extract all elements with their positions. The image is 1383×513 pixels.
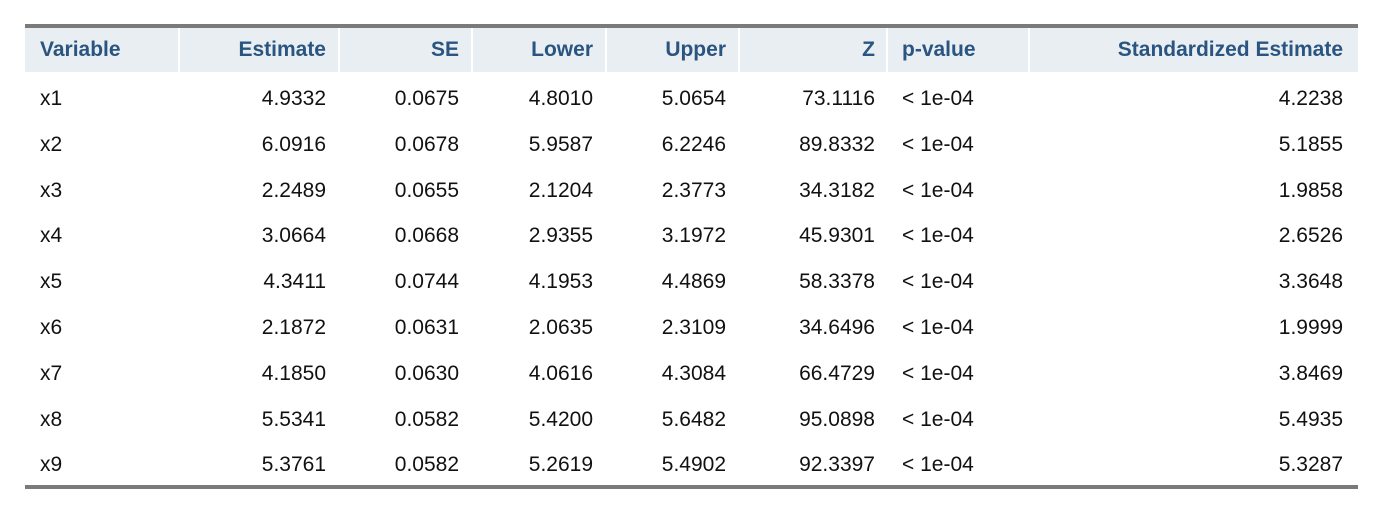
table-cell: 34.6496 [799,316,875,339]
table-cell: < 1e-04 [902,132,974,156]
table-cell: < 1e-04 [902,361,974,385]
table-cell: 73.1116 [802,87,875,110]
column-header: Variable [40,38,121,61]
table-cell: 4.0616 [528,361,593,385]
column-header: Lower [531,38,593,61]
row-label: x5 [40,270,63,294]
table-cell: 2.6526 [1278,224,1343,248]
header-cell-bg [340,28,471,72]
table-cell: 5.5341 [261,407,326,431]
table-cell: 2.1204 [528,178,593,202]
table-cell: 2.0635 [528,316,593,339]
header-cell-bg [473,28,605,72]
row-label: x9 [40,453,63,477]
bottom-rule [25,485,1358,489]
column-header: Upper [665,38,726,61]
table-cell: 2.9355 [528,224,593,248]
table-cell: 5.0654 [661,87,726,110]
table-cell: < 1e-04 [902,224,974,248]
table-cell: 5.4200 [528,407,593,431]
table-cell: 0.0678 [394,132,459,156]
table-cell: 34.3182 [799,178,875,202]
table-cell: 4.1850 [261,361,326,385]
table-cell: 5.9587 [528,132,593,156]
header-cell-bg [888,28,1028,72]
table-cell: < 1e-04 [902,178,974,202]
table-cell: 6.2246 [661,132,726,156]
column-header: Z [862,38,875,61]
row-label: x4 [40,224,63,248]
row-label: x7 [40,361,63,385]
table-cell: 58.3378 [799,270,875,294]
table-cell: 1.9999 [1278,316,1343,339]
table-cell: 4.2238 [1278,87,1343,110]
table-cell: 0.0582 [394,407,459,431]
column-header: SE [430,38,459,61]
table-cell: 0.0655 [394,178,459,202]
top-rule [25,24,1358,28]
table-cell: 45.9301 [799,224,875,248]
table-cell: 4.3084 [661,361,726,385]
header-cell-bg [1030,28,1358,72]
table-cell: 5.3287 [1278,453,1343,477]
table-cell: 2.2489 [261,178,326,202]
table-cell: 95.0898 [799,407,875,431]
header-cell-bg [607,28,738,72]
row-label: x6 [40,316,63,339]
table-cell: 0.0582 [394,453,459,477]
row-label: x8 [40,407,63,431]
row-label: x1 [40,87,63,110]
table-cell: 0.0744 [394,270,459,294]
table-cell: 6.0916 [261,132,326,156]
table-cell: 3.0664 [261,224,326,248]
table-cell: 4.8010 [528,87,593,110]
table-cell: 5.3761 [261,453,326,477]
table-cell: 4.1953 [528,270,593,294]
header-cell-bg [25,28,178,72]
table-cell: 0.0675 [394,87,459,110]
table-cell: 4.3411 [263,270,326,294]
row-label: x2 [40,132,63,156]
row-label: x3 [40,178,63,202]
table-cell: 3.1972 [661,224,726,248]
table-cell: 3.3648 [1278,270,1343,294]
table-cell: 0.0668 [394,224,459,248]
table-cell: < 1e-04 [902,453,974,477]
table-cell: 5.4935 [1278,407,1343,431]
table-cell: 5.6482 [661,407,726,431]
header-cell-bg [180,28,338,72]
table-cell: 4.9332 [261,87,326,110]
table-cell: < 1e-04 [902,87,974,110]
column-header: Estimate [238,38,326,61]
table-cell: 89.8332 [799,132,875,156]
column-header: Standardized Estimate [1117,38,1343,61]
table-cell: 2.3773 [661,178,726,202]
table-cell: 5.2619 [528,453,593,477]
header-cell-bg [740,28,886,72]
table-cell: < 1e-04 [902,407,974,431]
table-cell: 92.3397 [799,453,875,477]
table-cell: < 1e-04 [902,316,974,339]
table-cell: 0.0631 [394,316,459,339]
table-cell: 1.9858 [1278,178,1343,202]
table-cell: 4.4869 [661,270,726,294]
table-cell: 5.4902 [661,453,726,477]
table-cell: 2.3109 [661,316,726,339]
table-cell: 66.4729 [799,361,875,385]
table-cell: < 1e-04 [902,270,974,294]
table-cell: 3.8469 [1278,361,1343,385]
table-cell: 5.1855 [1278,132,1343,156]
column-header: p-value [902,38,976,61]
table-cell: 2.1872 [261,316,326,339]
table-cell: 0.0630 [394,361,459,385]
